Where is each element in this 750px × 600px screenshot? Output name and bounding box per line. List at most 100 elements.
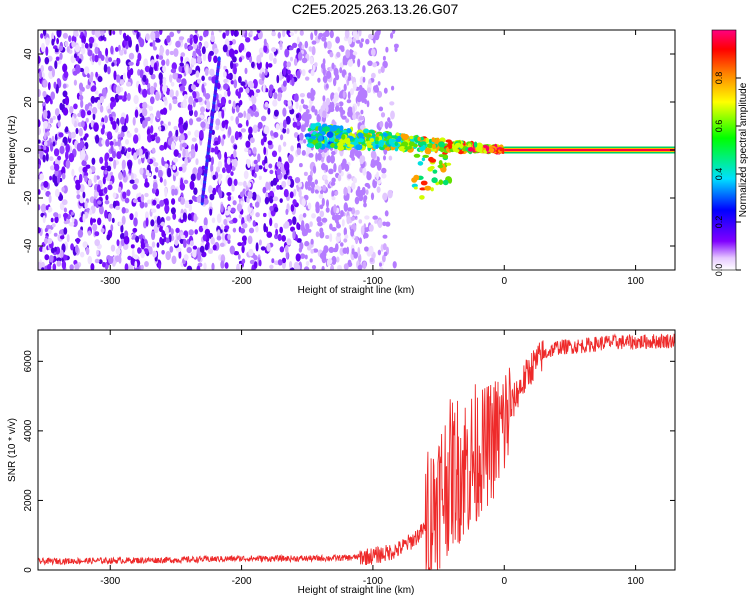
noise-blob (253, 111, 260, 118)
noise-blob (191, 137, 197, 142)
noise-blob (270, 130, 274, 137)
noise-blob (257, 121, 263, 130)
noise-blob (39, 173, 44, 181)
noise-blob (323, 41, 328, 49)
noise-blob (223, 90, 229, 98)
noise-blob (269, 195, 274, 204)
noise-blob (95, 134, 100, 144)
noise-blob (152, 147, 156, 154)
noise-blob (273, 57, 277, 64)
noise-blob (124, 36, 129, 41)
noise-blob (149, 114, 154, 124)
noise-blob (75, 127, 79, 135)
noise-blob (117, 186, 122, 193)
noise-blob (145, 151, 149, 160)
noise-blob (372, 178, 377, 189)
noise-blob (133, 134, 139, 144)
noise-blob (53, 81, 57, 89)
noise-blob (132, 183, 138, 190)
signal-blob (398, 146, 406, 152)
noise-blob (260, 246, 266, 251)
x-tick-label: -200 (232, 276, 252, 287)
noise-blob (120, 116, 125, 125)
noise-blob (325, 164, 329, 173)
noise-blob (140, 194, 145, 203)
noise-blob (204, 243, 209, 251)
noise-blob (95, 90, 99, 95)
noise-blob (38, 163, 41, 170)
noise-blob (335, 105, 340, 112)
noise-blob (123, 50, 127, 55)
noise-blob (382, 192, 388, 201)
noise-blob (301, 44, 305, 50)
noise-blob (269, 88, 273, 98)
noise-blob (298, 181, 303, 188)
noise-blob (310, 94, 315, 102)
signal-blob (419, 141, 427, 147)
snr-line (38, 333, 675, 570)
noise-blob (305, 261, 310, 266)
noise-blob (222, 167, 226, 174)
noise-blob (175, 90, 179, 97)
noise-blob (39, 246, 44, 252)
noise-blob (358, 237, 362, 244)
noise-blob (388, 155, 393, 161)
noise-blob (292, 42, 298, 48)
noise-blob (227, 89, 231, 97)
noise-blob (98, 259, 103, 265)
noise-blob (208, 76, 213, 81)
noise-blob (272, 99, 278, 107)
noise-blob (73, 30, 79, 37)
noise-blob (82, 166, 88, 173)
noise-blob (133, 30, 139, 33)
noise-blob (379, 120, 384, 128)
noise-blob (222, 32, 226, 39)
noise-blob (116, 239, 120, 247)
noise-blob (104, 200, 110, 205)
noise-blob (43, 180, 49, 188)
noise-blob (342, 56, 346, 66)
noise-blob (44, 57, 50, 65)
noise-blob (38, 89, 41, 97)
noise-blob (132, 116, 136, 126)
noise-blob (115, 85, 121, 95)
noise-blob (38, 262, 43, 270)
noise-blob (296, 147, 301, 156)
noise-blob (237, 181, 244, 186)
noise-blob (100, 165, 106, 171)
noise-blob (245, 87, 250, 94)
noise-blob (352, 81, 357, 91)
noise-blob (200, 106, 205, 113)
noise-blob (363, 195, 368, 201)
signal-blob (334, 138, 339, 143)
noise-blob (99, 96, 104, 104)
noise-blob (212, 187, 217, 196)
signal-blob (438, 160, 443, 166)
noise-blob (38, 127, 41, 136)
noise-blob (53, 148, 60, 157)
colorbar-tick-label: 0.4 (714, 168, 724, 181)
noise-blob (314, 179, 318, 185)
noise-blob (228, 126, 232, 136)
noise-blob (223, 65, 227, 70)
noise-blob (241, 242, 245, 247)
spectrogram-ylabel: Frequency (Hz) (7, 116, 18, 185)
noise-blob (271, 31, 276, 37)
noise-blob (39, 71, 42, 79)
noise-blob (369, 257, 374, 262)
noise-blob (362, 261, 367, 269)
noise-blob (237, 242, 243, 247)
noise-blob (220, 203, 224, 213)
noise-blob (249, 202, 253, 208)
noise-blob (104, 153, 108, 163)
noise-blob (201, 83, 205, 94)
noise-blob (366, 171, 370, 176)
noise-blob (192, 249, 197, 258)
noise-blob (263, 38, 267, 46)
noise-blob (303, 104, 309, 110)
noise-blob (112, 192, 117, 199)
noise-blob (227, 239, 231, 244)
noise-blob (198, 225, 204, 233)
noise-blob (64, 40, 69, 47)
noise-blob (260, 115, 267, 122)
